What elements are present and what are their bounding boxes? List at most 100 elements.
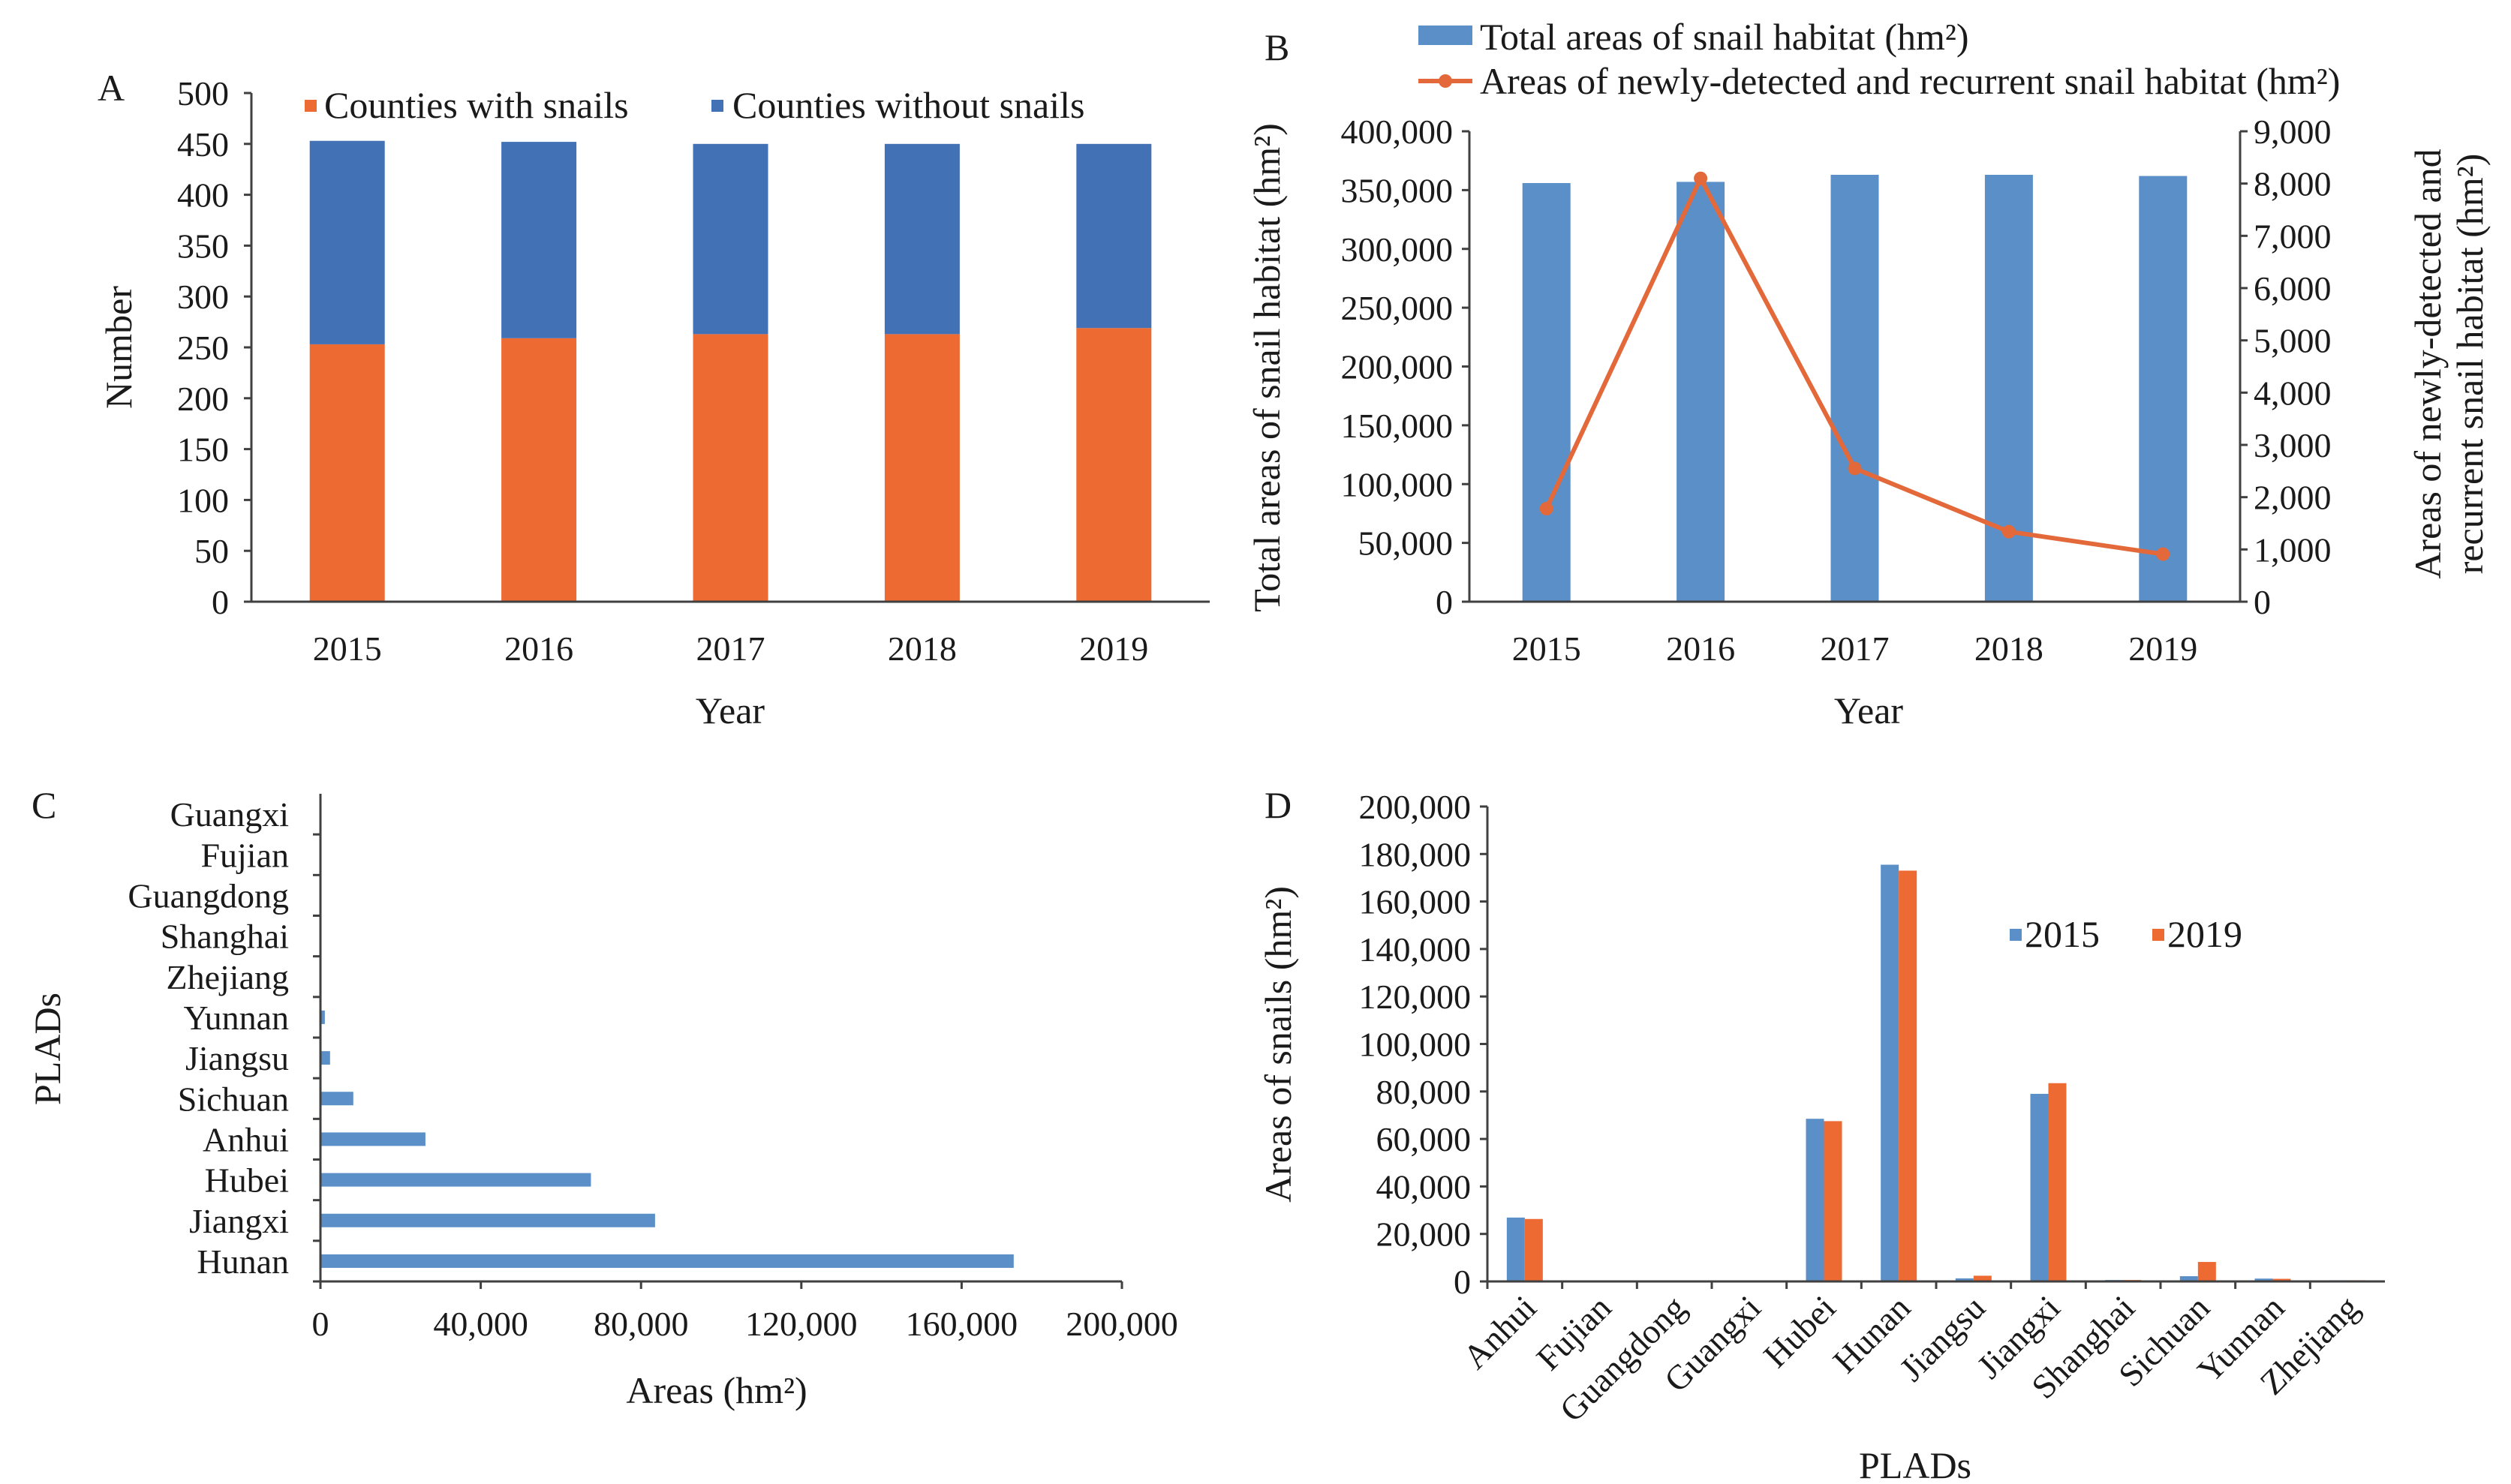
panel-a-y-axis-title: Number (98, 286, 140, 409)
y-category-label-guangxi: Guangxi (170, 795, 289, 834)
y-tick-label: 160,000 (1359, 883, 1472, 921)
legend-swatch-2015 (2010, 929, 2022, 941)
right-y-tick-label: 8,000 (2254, 165, 2332, 203)
right-y-tick-label: 4,000 (2254, 374, 2332, 412)
x-tick-label: 40,000 (433, 1305, 528, 1343)
panel-b-legend: Total areas of snail habitat (hm²) Areas… (1418, 16, 2340, 102)
bar-counties-without-snails-2019 (1076, 143, 1152, 329)
bar-2015-hubei (1806, 1119, 1824, 1281)
panel-a-x-axis-title: Year (696, 689, 765, 731)
x-tick-label-2016: 2016 (504, 629, 573, 668)
bar-2019-yunnan (2272, 1278, 2291, 1281)
legend-label-counties-without-snails: Counties without snails (732, 84, 1084, 126)
y-category-label-sichuan: Sichuan (178, 1080, 289, 1118)
bar-counties-with-snails-2019 (1076, 328, 1152, 602)
x-tick-label: 200,000 (1066, 1305, 1178, 1343)
y-category-label-zhejiang: Zhejiang (167, 958, 290, 996)
y-category-label-jiangsu: Jiangsu (185, 1039, 289, 1077)
right-y-tick-label: 9,000 (2254, 113, 2332, 151)
left-y-tick-label: 100,000 (1341, 465, 1454, 503)
y-tick-label: 100,000 (1359, 1026, 1472, 1064)
x-tick-label-2016: 2016 (1666, 629, 1735, 668)
x-tick-label-2015: 2015 (313, 629, 382, 668)
panel-d-label: D (1265, 784, 1292, 826)
bar-total-area-2017 (1830, 174, 1879, 602)
bar-counties-without-snails-2015 (309, 140, 385, 344)
legend-swatch-total-areas (1418, 26, 1472, 45)
x-tick-label-2019: 2019 (1079, 629, 1148, 668)
legend-label-newly-detected: Areas of newly-detected and recurrent sn… (1480, 60, 2340, 102)
bar-counties-with-snails-2016 (501, 338, 577, 602)
bar-2019-hubei (1824, 1121, 1842, 1281)
panel-b-right-y-axis-title-line1: Areas of newly-detected and (2407, 149, 2449, 578)
bar-jiangxi (320, 1213, 655, 1227)
y-category-label-anhui: Anhui (203, 1120, 289, 1158)
y-tick-label: 140,000 (1359, 930, 1472, 969)
left-y-tick-label: 0 (1436, 583, 1453, 621)
legend-label-2019: 2019 (2167, 913, 2242, 955)
x-tick-label: 80,000 (594, 1305, 689, 1343)
panel-c-y-axis-title: PLADs (26, 993, 68, 1105)
bar-counties-without-snails-2016 (501, 142, 577, 338)
y-tick-label: 80,000 (1376, 1073, 1472, 1111)
x-category-label-anhui: Anhui (1456, 1288, 1544, 1376)
right-y-tick-label: 6,000 (2254, 269, 2332, 308)
legend-label-2015: 2015 (2025, 913, 2100, 955)
y-tick-label: 0 (1454, 1263, 1471, 1301)
bar-total-area-2015 (1522, 182, 1571, 602)
y-tick-label: 40,000 (1376, 1167, 1472, 1206)
panel-d-legend: 2015 2019 (2010, 913, 2242, 955)
y-tick-label: 150 (177, 431, 229, 469)
y-category-label-jiangxi: Jiangxi (189, 1202, 289, 1240)
x-tick-label: 120,000 (745, 1305, 858, 1343)
left-y-tick-label: 50,000 (1358, 524, 1454, 563)
bar-total-area-2016 (1677, 182, 1725, 602)
bar-hunan (320, 1254, 1014, 1268)
y-tick-label: 300 (177, 278, 229, 316)
y-tick-label: 450 (177, 125, 229, 164)
x-category-label-jiangsu: Jiangsu (1892, 1288, 1992, 1389)
bar-2015-sichuan (2179, 1276, 2198, 1281)
bar-total-area-2019 (2139, 176, 2188, 602)
x-tick-label-2018: 2018 (888, 629, 957, 668)
bar-2019-jiangxi (2048, 1083, 2067, 1281)
left-y-tick-label: 350,000 (1341, 171, 1454, 209)
bar-2015-jiangxi (2030, 1093, 2049, 1281)
legend-swatch-counties-without-snails (711, 100, 723, 112)
bar-2015-jiangsu (1955, 1278, 1974, 1281)
y-category-label-fujian: Fujian (200, 836, 289, 874)
panel-c-x-axis-title: Areas (hm²) (626, 1369, 807, 1411)
y-tick-label: 180,000 (1359, 835, 1472, 873)
right-y-tick-label: 7,000 (2254, 217, 2332, 255)
right-y-tick-label: 2,000 (2254, 479, 2332, 517)
bar-2019-hunan (1899, 870, 1917, 1281)
x-tick-label-2018: 2018 (1974, 629, 2043, 668)
y-tick-label: 250 (177, 329, 229, 367)
right-y-tick-label: 3,000 (2254, 426, 2332, 464)
y-tick-label: 350 (177, 227, 229, 265)
y-tick-label: 200 (177, 380, 229, 418)
point-newly-detected-2015 (1539, 501, 1553, 515)
y-category-label-shanghai: Shanghai (161, 918, 289, 956)
bar-2019-anhui (1524, 1218, 1543, 1281)
bar-2015-anhui (1506, 1217, 1525, 1281)
y-category-label-hunan: Hunan (197, 1242, 289, 1281)
y-tick-label: 20,000 (1376, 1215, 1472, 1254)
y-tick-label: 200,000 (1359, 788, 1472, 826)
left-y-tick-label: 400,000 (1341, 113, 1454, 151)
panel-a-chart: A Counties with snails Counties without … (98, 67, 1210, 731)
bar-2019-sichuan (2197, 1262, 2216, 1281)
bar-2019-jiangsu (1973, 1275, 1992, 1281)
panel-b-label: B (1265, 26, 1289, 68)
bar-counties-with-snails-2015 (309, 344, 385, 602)
bar-counties-with-snails-2017 (693, 334, 768, 602)
y-tick-label: 50 (194, 532, 229, 570)
left-y-tick-label: 150,000 (1341, 407, 1454, 445)
bar-anhui (320, 1132, 426, 1146)
point-newly-detected-2018 (2001, 524, 2016, 539)
y-tick-label: 120,000 (1359, 978, 1472, 1016)
panel-a-label: A (98, 67, 125, 109)
bar-counties-without-snails-2017 (693, 143, 768, 335)
bar-2015-hunan (1881, 864, 1899, 1281)
